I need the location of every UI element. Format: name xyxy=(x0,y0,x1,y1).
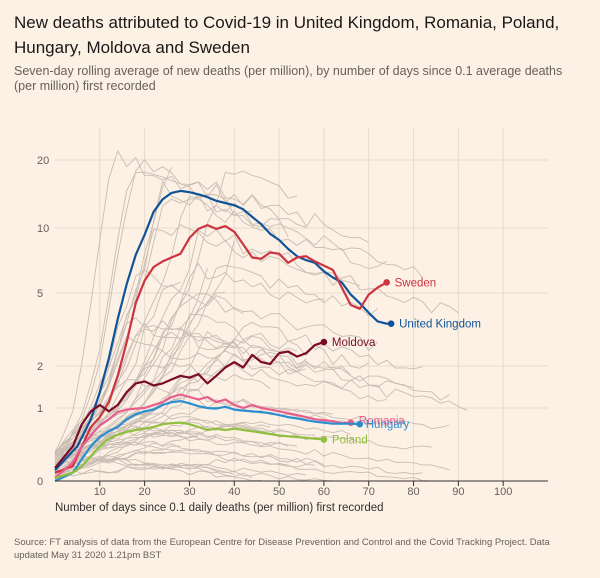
source-note: Source: FT analysis of data from the Eur… xyxy=(14,537,550,561)
x-axis-ticks: 10 20 30 40 50 60 70 80 90 100 xyxy=(94,481,512,498)
chart-title: New deaths attributed to Covid-19 in Uni… xyxy=(14,13,560,57)
x-axis-label: Number of days since 0.1 daily deaths (p… xyxy=(55,502,384,514)
background-line xyxy=(54,464,351,482)
background-line xyxy=(54,331,352,480)
x-tick-label: 10 xyxy=(94,486,106,498)
x-tick-label: 40 xyxy=(228,486,240,498)
y-tick-label: 5 xyxy=(37,288,43,300)
series-end-dot xyxy=(383,279,390,286)
background-line xyxy=(54,322,235,455)
series-label: Moldova xyxy=(332,337,376,349)
series-line-poland xyxy=(54,421,324,480)
background-line xyxy=(54,457,468,482)
y-tick-label: 20 xyxy=(37,155,49,167)
series-label: Sweden xyxy=(395,277,437,289)
background-line xyxy=(54,269,181,462)
background-line xyxy=(54,262,324,456)
line-chart: 0 1 2 5 10 20 United Kingdom Sweden Moldova Roma… xyxy=(37,128,548,514)
series-end-dot xyxy=(320,436,328,443)
y-tick-label: 1 xyxy=(37,403,43,415)
series-end-dot xyxy=(356,420,364,428)
chart-subtitle: Seven-day rolling average of new deaths … xyxy=(14,64,563,93)
background-line xyxy=(54,224,459,454)
background-line xyxy=(54,158,369,474)
series-label: United Kingdom xyxy=(399,319,481,331)
x-tick-label: 20 xyxy=(139,486,151,498)
x-tick-label: 90 xyxy=(452,486,464,498)
series-end-dot xyxy=(387,320,395,328)
background-line xyxy=(54,149,307,453)
series-line-moldova xyxy=(54,341,325,469)
background-line xyxy=(54,421,351,475)
background-line xyxy=(54,425,289,475)
series-line-hungary xyxy=(54,400,360,482)
y-axis-ticks: 0 1 2 5 10 20 xyxy=(37,155,49,488)
highlighted-series: United Kingdom Sweden Moldova RomaniaHungar… xyxy=(54,189,481,482)
series-line-romania xyxy=(54,393,351,479)
background-line xyxy=(54,171,253,468)
series-label: Poland xyxy=(332,435,368,447)
series-label: Romania xyxy=(359,416,406,428)
x-tick-label: 50 xyxy=(273,486,285,498)
x-tick-label: 80 xyxy=(407,486,419,498)
x-tick-label: 100 xyxy=(494,486,512,498)
y-tick-label: 0 xyxy=(37,476,43,488)
series-end-dot xyxy=(320,338,328,346)
x-tick-label: 70 xyxy=(363,486,375,498)
x-tick-label: 30 xyxy=(183,486,195,498)
background-line xyxy=(54,320,414,466)
series-line-sweden xyxy=(54,224,388,474)
background-line xyxy=(54,379,450,455)
y-tick-label: 2 xyxy=(37,361,43,373)
series-label: Hungary xyxy=(366,419,410,431)
series-line-united-kingdom xyxy=(54,189,392,472)
background-line xyxy=(54,423,432,451)
background-line xyxy=(54,198,387,468)
x-tick-label: 60 xyxy=(318,486,330,498)
y-tick-label: 10 xyxy=(37,223,49,235)
